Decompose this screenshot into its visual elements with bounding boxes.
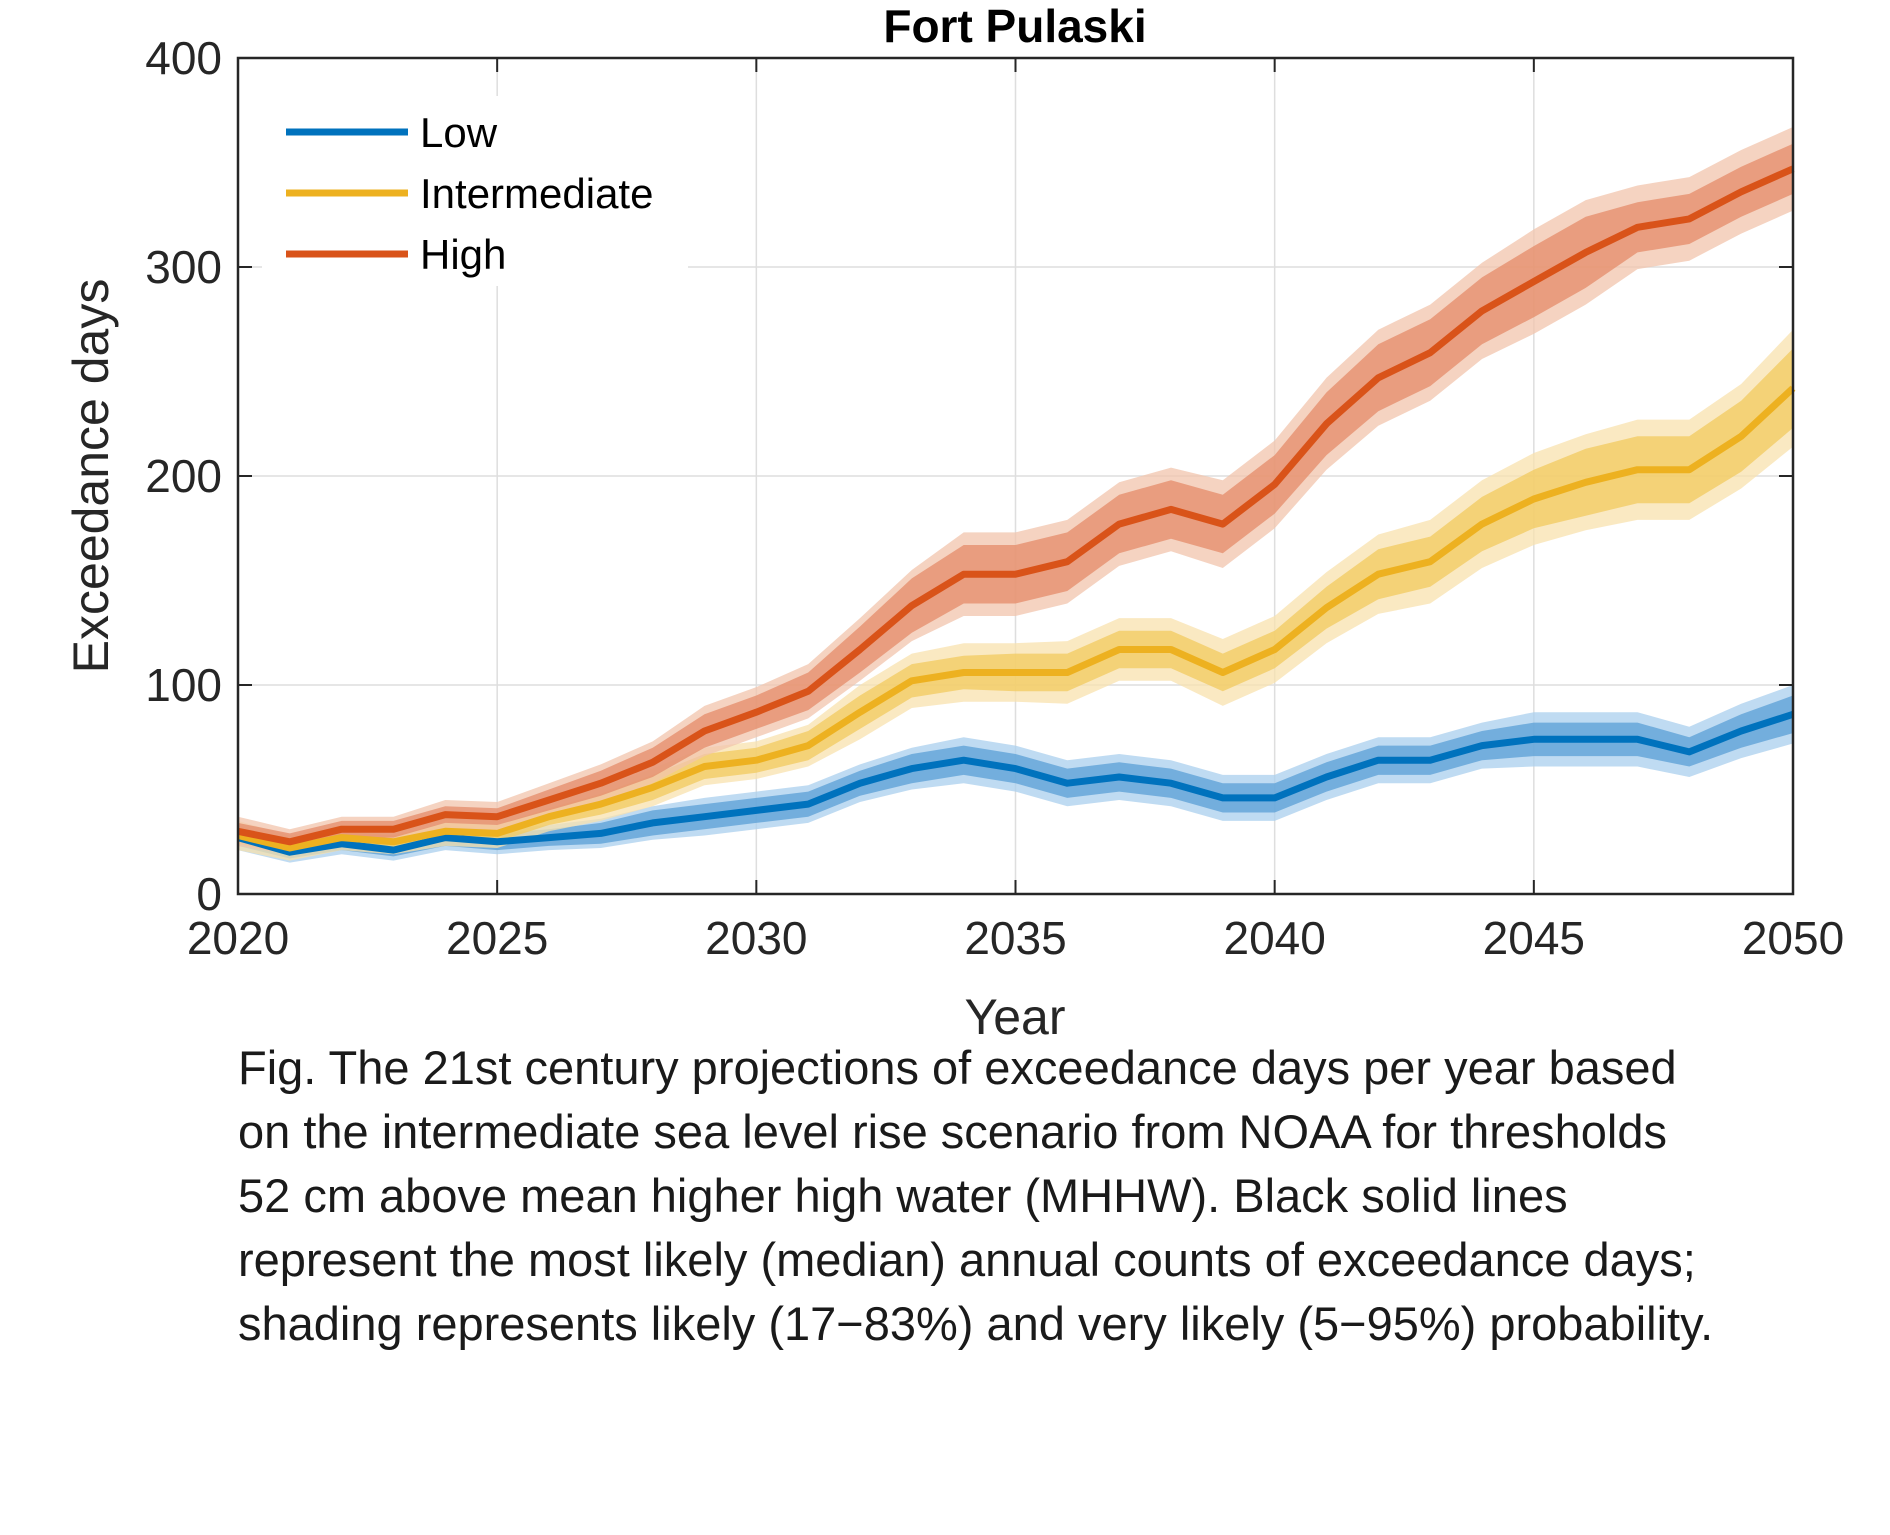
legend-label-intermediate: Intermediate (420, 170, 653, 217)
y-axis-label: Exceedance days (63, 279, 119, 674)
y-tick-label: 100 (145, 659, 222, 711)
y-tick-label: 300 (145, 241, 222, 293)
series-line-high (237, 165, 1795, 846)
x-tick-label: 2040 (1223, 912, 1325, 964)
caption-line: 52 cm above mean higher high water (MHHW… (238, 1169, 1568, 1222)
x-tick-label: 2050 (1742, 912, 1844, 964)
caption-line: represent the most likely (median) annua… (238, 1233, 1696, 1286)
series-line-low (237, 710, 1795, 856)
likely-band-high (238, 143, 1793, 851)
median-lines (237, 165, 1796, 856)
caption-line: shading represents likely (17−83%) and v… (238, 1297, 1714, 1350)
legend-label-high: High (420, 231, 506, 278)
figure-caption: Fig. The 21st century projections of exc… (238, 1036, 1878, 1356)
very-likely-band-high (238, 127, 1793, 855)
caption-line: Fig. The 21st century projections of exc… (238, 1041, 1677, 1094)
y-tick-label: 200 (145, 450, 222, 502)
axis-ticks: 2020 2025 2030 2035 2040 2045 2050 0 100 200 300 40… (145, 32, 1844, 964)
legend-label-low: Low (420, 109, 498, 156)
x-tick-label: 2045 (1483, 912, 1585, 964)
likely-band-low (238, 695, 1793, 859)
x-tick-label: 2020 (187, 912, 289, 964)
x-tick-label: 2025 (446, 912, 548, 964)
caption-line: on the intermediate sea level rise scena… (238, 1105, 1667, 1158)
uncertainty-bands (238, 127, 1793, 863)
y-tick-label: 0 (196, 868, 222, 920)
legend: Low Intermediate High (262, 96, 688, 286)
x-axis-label: Year (964, 989, 1065, 1045)
chart-title: Fort Pulaski (883, 0, 1146, 52)
y-tick-label: 400 (145, 32, 222, 84)
x-tick-label: 2030 (705, 912, 807, 964)
series-line-intermediate (237, 385, 1796, 852)
x-tick-label: 2035 (964, 912, 1066, 964)
